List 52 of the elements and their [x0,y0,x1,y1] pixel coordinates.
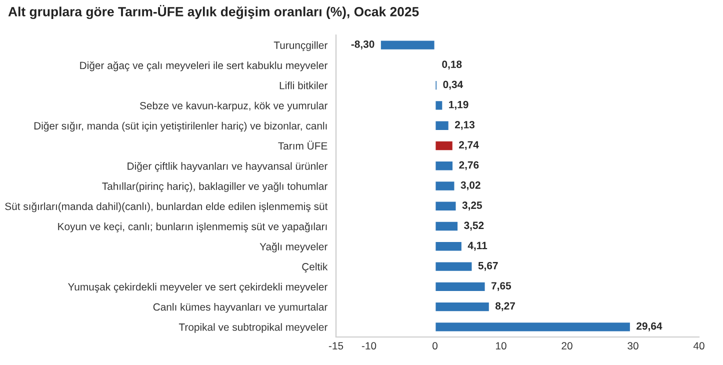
y-tick-label: Tropikal ve subtropikal meyveler [178,323,328,333]
bar [434,160,454,172]
y-tick-label: Diğer çiftlik hayvanları ve hayvansal ürünler [128,162,328,172]
data-label: 1,19 [449,100,468,110]
bar [434,140,454,152]
x-tick-label: 20 [562,342,572,350]
y-tick-label: Diğer ağaç ve çalı meyveleri ile sert kabuklu meyveler [80,61,328,72]
bar [380,39,436,51]
data-label: 0,18 [442,60,462,70]
text: Alt gruplara göre Tarım-ÜFE aylık değişim oranları (%), Ocak 2025 [8,4,419,20]
y-tick-label: Diğer sığır, manda (süt için yetiştirilenler hariç) ve bizonlar, canlı [34,122,327,132]
y-tick-label: Lifli bitkiler [280,82,328,90]
x-tick-label: -15 [328,342,344,350]
bar [434,100,444,112]
y-tick-label: Tarım ÜFE [278,140,328,150]
data-label: 29,64 [636,322,662,332]
y-tick-label: Sebze ve kavun-karpuz, kök ve yumrular [140,102,328,112]
data-label: 3,25 [462,202,482,210]
bar [434,260,474,272]
x-tick-label: -10 [362,342,376,350]
y-tick-label: Yağlı meyveler [260,242,328,252]
data-label: 8,27 [495,302,515,312]
x-tick-label: 40 [693,342,704,350]
y-tick-label: Canlı kümes hayvanları ve yumurtalar [153,303,328,313]
bar [434,220,459,232]
data-label: 3,02 [460,181,480,190]
data-label: 2,74 [459,141,479,150]
bar [434,301,490,313]
bar [434,240,463,252]
data-label: 2,13 [454,121,475,130]
y-tick-label: Yumuşak çekirdekli meyveler ve sert çekirdekli meyveler [68,282,328,293]
bar [434,280,486,292]
data-label: 2,76 [459,161,479,170]
bar [434,80,438,92]
y-tick-label: Tahıllar(pirinç hariç), baklagiller ve yağlı tohumlar [102,182,328,192]
bar [434,200,458,212]
bar [434,321,632,333]
data-label: 7,65 [491,282,512,291]
bar [434,180,456,192]
x-tick-label: 0 [432,342,438,350]
y-tick-label: Çeltik [302,262,328,273]
data-label: 4,11 [468,242,488,251]
x-tick-label: 10 [496,342,506,350]
bar [434,120,450,132]
x-tick-label: 30 [628,342,638,350]
data-label: 0,34 [443,80,464,90]
data-label: 3,52 [464,222,484,231]
y-tick-label: Süt sığırları(manda dahil)(canlı), bunlardan elde edilen işlenmemiş süt [5,202,328,212]
y-tick-label: Koyun ve keçi, canlı; bunların işlenmemiş süt ve yapağıları [58,222,327,232]
y-tick-label: Turunçgiller [274,41,328,52]
data-label: 5,67 [478,262,498,271]
data-label: -8,30 [351,40,374,50]
